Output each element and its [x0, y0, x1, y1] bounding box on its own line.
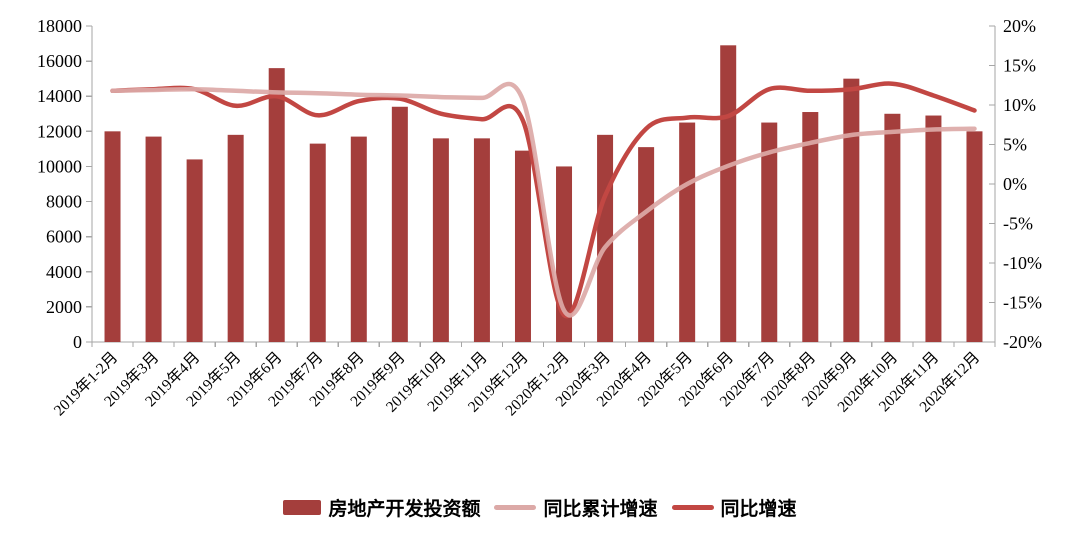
bar-2020年5月: [679, 122, 696, 342]
bar-2020年10月: [884, 113, 901, 343]
legend-item-1: 同比累计增速: [494, 494, 658, 521]
left-axis-tick-label: 0: [73, 332, 82, 352]
right-axis-tick-label: 5%: [1003, 135, 1027, 155]
right-axis-tick-label: -10%: [1003, 253, 1042, 273]
legend-label: 房地产开发投资额: [328, 499, 481, 520]
bar-2019年8月: [350, 136, 367, 342]
bar-2019年12月: [514, 150, 531, 342]
legend-item-0: 房地产开发投资额: [283, 494, 480, 521]
right-axis-tick-label: 0%: [1003, 174, 1027, 194]
bar-2020年12月: [966, 131, 983, 342]
right-axis-tick-label: -20%: [1003, 332, 1042, 352]
legend-item-2: 同比增速: [671, 494, 797, 521]
line-同比累计增速: [110, 81, 977, 318]
bar-2019年4月: [186, 159, 203, 342]
left-axis-tick-label: 4000: [46, 262, 82, 282]
bar-2019年10月: [432, 138, 449, 342]
legend-line-swatch: [494, 505, 537, 510]
legend: 房地产开发投资额 同比累计增速 同比增速: [0, 494, 1080, 521]
bar-2020年6月: [720, 45, 737, 343]
legend-label: 同比增速: [720, 499, 797, 520]
left-axis-tick-label: 10000: [37, 156, 82, 176]
legend-bar-swatch: [283, 500, 322, 515]
axis-frame: [91, 26, 996, 343]
right-axis-tick-label: 20%: [1003, 16, 1036, 36]
right-axis-tick-label: 15%: [1003, 56, 1036, 76]
right-axis-tick-label: -5%: [1003, 214, 1033, 234]
bar-2020年7月: [761, 122, 778, 342]
chart-canvas: 18000 16000 14000 12000 10000 8000 6000 4000 200…: [37, 16, 1042, 419]
left-axis-tick-label: 6000: [46, 227, 82, 247]
bar-2020年11月: [925, 115, 942, 343]
legend-line-swatch: [671, 505, 714, 510]
bar-2020年4月: [638, 147, 655, 342]
line-同比增速: [110, 81, 977, 319]
bar-2019年7月: [309, 143, 326, 342]
bar-2020年8月: [802, 112, 819, 343]
bar-2019年5月: [227, 134, 244, 342]
bar-2020年9月: [843, 78, 860, 343]
bar-2019年9月: [391, 106, 408, 342]
left-axis-tick-label: 18000: [37, 16, 82, 36]
right-axis-tick-label: -15%: [1003, 293, 1042, 313]
left-axis-tick-label: 14000: [37, 86, 82, 106]
left-axis-tick-label: 16000: [37, 51, 82, 71]
legend-label: 同比累计增速: [543, 499, 658, 520]
bar-2019年1-2月: [104, 131, 121, 342]
bar-2019年11月: [473, 138, 490, 342]
left-axis-tick-label: 2000: [46, 297, 82, 317]
left-axis-tick-label: 12000: [37, 121, 82, 141]
bar-2019年3月: [145, 136, 162, 342]
right-axis-tick-label: 10%: [1003, 95, 1036, 115]
left-axis-tick-label: 8000: [46, 192, 82, 212]
bar-2019年6月: [268, 68, 285, 342]
